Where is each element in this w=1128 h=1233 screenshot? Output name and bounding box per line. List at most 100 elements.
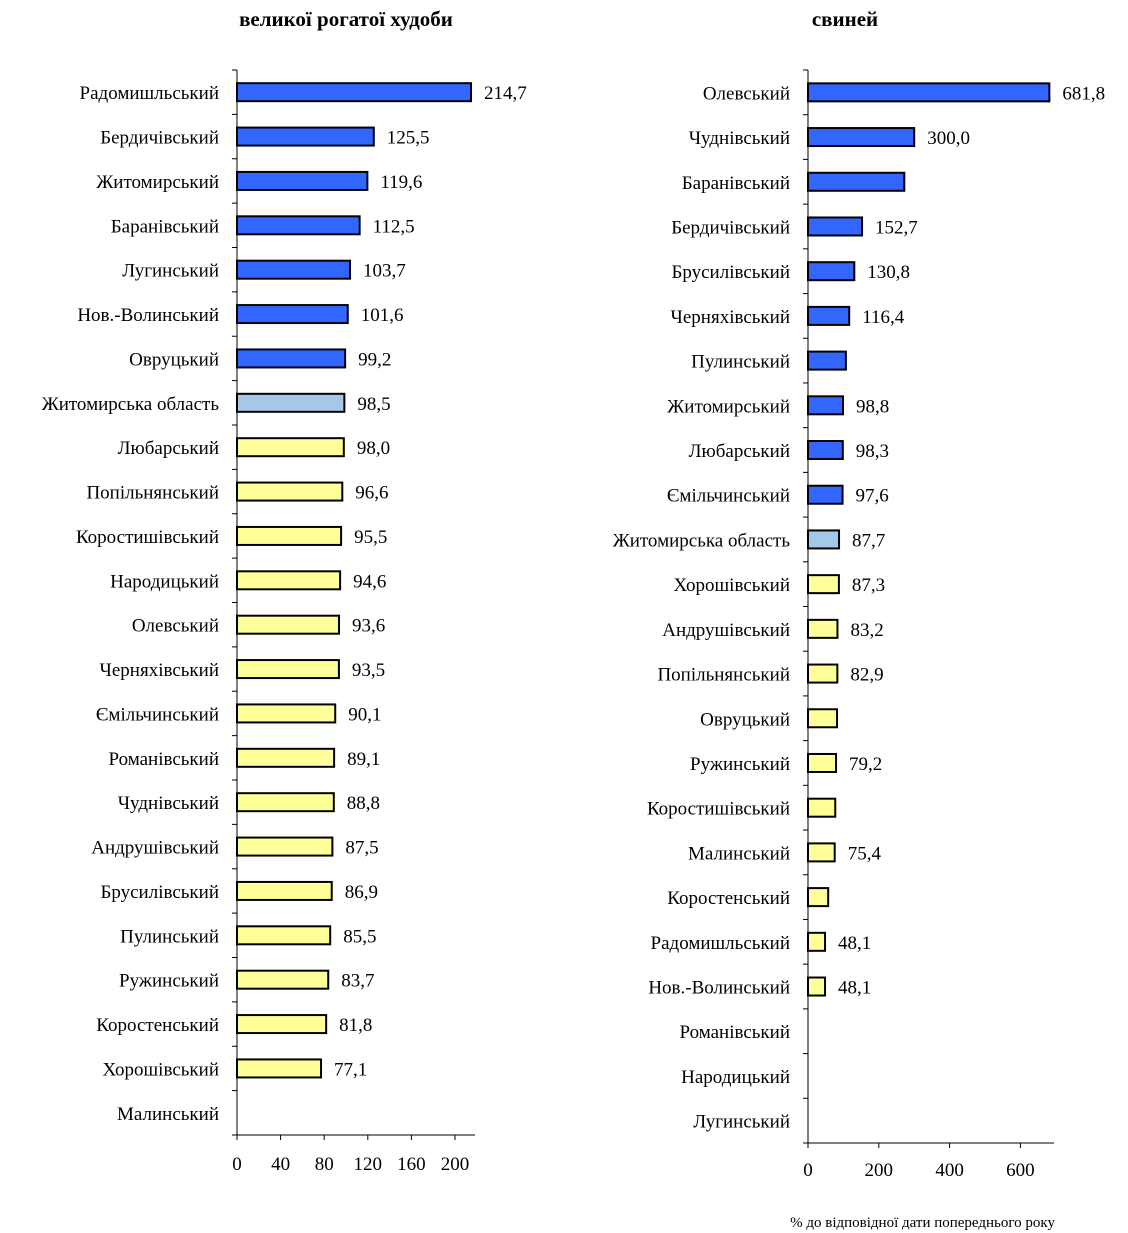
data-label: 98,5	[357, 394, 390, 415]
data-label: 83,7	[341, 971, 374, 992]
bar	[807, 440, 844, 461]
category-label: Черняхівський	[671, 307, 791, 328]
category-label: Радомишльський	[80, 83, 219, 104]
data-label: 116,4	[862, 307, 905, 328]
category-label: Хорошівський	[674, 575, 790, 596]
category-label: Любарський	[118, 438, 219, 459]
bar	[236, 259, 352, 280]
data-label: 681,8	[1062, 83, 1105, 104]
x-tick-label: 400	[935, 1160, 964, 1181]
x-tick-label: 160	[397, 1154, 426, 1175]
bar	[236, 170, 369, 191]
data-label: 87,5	[345, 838, 378, 859]
category-label: Житомирська область	[613, 530, 791, 551]
data-label: 81,8	[339, 1015, 372, 1036]
bar	[236, 215, 361, 236]
bar	[236, 703, 337, 724]
data-label: 89,1	[347, 749, 380, 770]
bar	[236, 570, 342, 591]
bar	[807, 305, 851, 326]
x-tick-label: 600	[1006, 1160, 1035, 1181]
category-label: Коростишівський	[647, 799, 790, 820]
category-label: Ружинський	[690, 754, 790, 775]
bar	[807, 976, 827, 997]
category-label: Коростишівський	[76, 527, 219, 548]
bar	[236, 880, 333, 901]
bar	[807, 127, 916, 148]
footnote: % до відповідної дати попереднього року	[790, 1215, 1055, 1231]
bar	[236, 525, 343, 546]
x-tick-label: 40	[271, 1154, 290, 1175]
category-label: Коростенський	[96, 1015, 219, 1036]
data-label: 119,6	[380, 172, 422, 193]
chart-title-pigs: свиней	[812, 7, 878, 31]
bar	[236, 304, 349, 325]
data-label: 95,5	[354, 527, 387, 548]
category-label: Баранівський	[111, 216, 219, 237]
x-tick-label: 80	[315, 1154, 334, 1175]
bar	[236, 1014, 328, 1035]
category-label: Бердичівський	[100, 128, 219, 149]
bar	[807, 261, 856, 282]
category-label: Житомирський	[667, 396, 790, 417]
bar	[807, 663, 839, 684]
category-label: Брусилівський	[100, 882, 219, 903]
bar	[807, 529, 841, 550]
bar	[807, 171, 906, 192]
category-label: Ружинський	[119, 971, 219, 992]
category-label: Нов.-Волинський	[77, 305, 219, 326]
category-label: Попільнянський	[86, 483, 219, 504]
category-label: Андрушівський	[91, 838, 219, 859]
x-tick-label: 0	[232, 1154, 242, 1175]
category-label: Радомишльський	[651, 933, 790, 954]
bar	[236, 925, 332, 946]
bar	[807, 216, 864, 237]
bar	[807, 350, 847, 371]
bar	[236, 614, 341, 635]
data-label: 94,6	[353, 571, 386, 592]
data-label: 300,0	[927, 128, 970, 149]
bar	[807, 574, 840, 595]
category-label: Любарський	[689, 441, 790, 462]
category-label: Ємільчинський	[96, 704, 219, 725]
chart-title-cattle: великої рогатої худоби	[239, 7, 453, 31]
data-label: 96,6	[355, 483, 388, 504]
data-label: 103,7	[363, 261, 406, 282]
data-label: 130,8	[867, 262, 910, 283]
category-label: Романівський	[679, 1022, 790, 1043]
data-label: 82,9	[850, 665, 883, 686]
bar	[236, 126, 375, 147]
bar	[236, 481, 344, 502]
data-label: 98,3	[856, 441, 889, 462]
bar	[807, 887, 830, 908]
bar	[236, 659, 340, 680]
bar	[807, 842, 836, 863]
category-label: Черняхівський	[100, 660, 220, 681]
category-label: Баранівський	[682, 173, 790, 194]
category-label: Житомирський	[96, 172, 219, 193]
category-label: Олевський	[132, 616, 219, 637]
bar	[807, 618, 839, 639]
category-label: Нов.-Волинський	[648, 978, 790, 999]
category-label: Лугинський	[693, 1112, 790, 1133]
data-label: 83,2	[850, 620, 883, 641]
category-label: Пулинський	[120, 926, 219, 947]
category-label: Житомирська область	[42, 394, 220, 415]
bar	[236, 836, 334, 857]
category-label: Лугинський	[122, 261, 219, 282]
data-label: 48,1	[838, 933, 871, 954]
category-label: Бердичівський	[671, 217, 790, 238]
cattle-chart: 0 40 80 120 160 200 Радомишльський 214,7 Бердичі…	[42, 69, 527, 1175]
x-tick-label: 120	[354, 1154, 383, 1175]
bar	[236, 392, 346, 413]
category-label: Коростенський	[667, 888, 790, 909]
category-label: Олевський	[703, 83, 790, 104]
data-label: 93,6	[352, 616, 385, 637]
data-label: 90,1	[348, 704, 381, 725]
category-label: Народицький	[110, 571, 219, 592]
bar	[807, 82, 1051, 103]
x-tick-label: 200	[441, 1154, 470, 1175]
data-label: 214,7	[484, 83, 527, 104]
data-label: 77,1	[334, 1059, 367, 1080]
